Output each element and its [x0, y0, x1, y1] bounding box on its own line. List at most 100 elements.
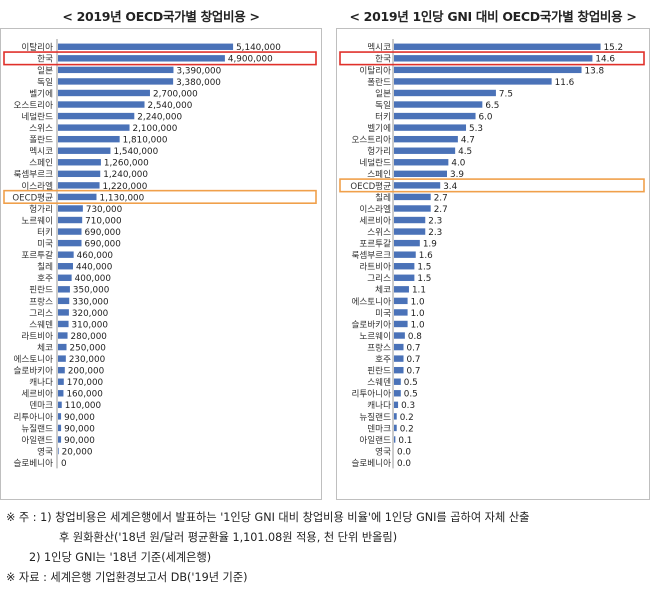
bar — [58, 90, 150, 96]
bar — [58, 332, 68, 338]
footnotes: ※ 주 : 1) 창업비용은 세계은행에서 발표하는 '1인당 GNI 대비 창… — [6, 508, 646, 588]
category-label: 칠레 — [375, 192, 391, 203]
bar — [58, 309, 69, 315]
bar — [394, 275, 414, 281]
bar — [394, 425, 397, 431]
category-label: 네덜란드 — [359, 157, 391, 169]
chart-frame: 이탈리아5,140,000한국4,900,000일본3,390,000독일3,3… — [0, 28, 322, 500]
category-label: 그리스 — [367, 273, 391, 284]
category-label: 세르비아 — [21, 389, 53, 400]
value-label: 1.0 — [411, 320, 425, 330]
category-label: 이탈리아 — [359, 65, 391, 76]
value-label: 1.5 — [417, 263, 431, 273]
bar — [394, 367, 404, 373]
bar — [58, 228, 82, 234]
bar — [394, 240, 420, 246]
bar — [394, 332, 405, 338]
category-label: 아일랜드 — [359, 435, 391, 446]
category-label: 이스라엘 — [359, 204, 391, 215]
bar — [58, 124, 130, 130]
value-label: 13.8 — [585, 66, 605, 76]
value-label: 0.3 — [401, 401, 415, 411]
category-label: 터키 — [37, 227, 53, 238]
category-label: 슬로바키아 — [13, 366, 53, 377]
chart-panel-startup-cost: < 2019년 OECD국가별 창업비용 > 이탈리아5,140,000한국4,… — [0, 0, 322, 500]
value-label: 320,000 — [72, 309, 109, 319]
category-label: 멕시코 — [29, 146, 53, 157]
value-label: 350,000 — [73, 286, 110, 296]
value-label: 14.6 — [595, 55, 615, 65]
category-label: 슬로바키아 — [351, 319, 391, 330]
category-label: 영국 — [375, 446, 391, 457]
bar — [58, 344, 67, 350]
bar — [394, 171, 447, 177]
value-label: 0.7 — [407, 355, 421, 365]
bar — [58, 78, 173, 84]
category-label: 프랑스 — [367, 341, 391, 353]
bar — [394, 413, 397, 419]
value-label: 0.5 — [404, 390, 418, 400]
category-label: 스위스 — [367, 227, 391, 238]
bar — [58, 148, 110, 154]
value-label: 280,000 — [71, 332, 108, 342]
bar — [58, 136, 120, 142]
value-label: 6.5 — [485, 101, 499, 111]
value-label: 0.5 — [404, 378, 418, 388]
bar — [58, 402, 62, 408]
category-label: 포르투갈 — [359, 239, 391, 250]
value-label: 0.8 — [408, 332, 422, 342]
bar — [394, 194, 431, 200]
category-label: 체코 — [375, 285, 391, 296]
value-label: 1,810,000 — [123, 136, 168, 146]
value-label: 0.1 — [398, 436, 412, 446]
value-label: 0.2 — [400, 413, 414, 423]
value-label: 4,900,000 — [228, 55, 273, 65]
note-1-cont: 후 원화환산('18년 원/달러 평균환율 1,101.08원 적용, 천 단위… — [6, 528, 646, 548]
category-label: 스웨덴 — [367, 376, 391, 388]
value-label: 2.7 — [434, 193, 448, 203]
note-1: ※ 주 : 1) 창업비용은 세계은행에서 발표하는 '1인당 GNI 대비 창… — [6, 508, 646, 528]
category-label: 네덜란드 — [21, 110, 53, 122]
category-label: 라트비아 — [359, 262, 391, 273]
value-label: 2,100,000 — [133, 124, 178, 134]
source-note: ※ 자료 : 세계은행 기업환경보고서 DB('19년 기준) — [6, 568, 646, 588]
value-label: 6.0 — [479, 112, 493, 122]
category-label: 노르웨이 — [359, 330, 391, 342]
category-label: 벨기에 — [29, 88, 53, 99]
value-label: 160,000 — [66, 390, 103, 400]
value-label: 20,000 — [62, 447, 93, 457]
bar — [58, 298, 69, 304]
bar — [394, 344, 404, 350]
category-label: 덴마크 — [29, 400, 53, 411]
bar — [58, 182, 100, 188]
value-label: 0.2 — [400, 424, 414, 434]
value-label: 3,380,000 — [176, 78, 221, 88]
value-label: 3,390,000 — [176, 66, 221, 76]
value-label: 1.5 — [417, 274, 431, 284]
value-label: 0.7 — [407, 367, 421, 377]
bar — [394, 136, 458, 142]
bar — [58, 413, 61, 419]
bar — [394, 67, 582, 73]
category-label: 에스토니아 — [13, 354, 53, 365]
bar — [58, 321, 69, 327]
category-label: 일본 — [375, 88, 391, 99]
bar — [394, 101, 482, 107]
category-label: 스웨덴 — [29, 318, 53, 330]
value-label: 2.7 — [434, 205, 448, 215]
category-label: 헝가리 — [367, 146, 391, 157]
bar — [58, 286, 70, 292]
chart-frame: 멕시코15.2한국14.6이탈리아13.8폴란드11.6일본7.5독일6.5터키… — [336, 28, 650, 500]
chart-title: < 2019년 OECD국가별 창업비용 > — [0, 6, 322, 25]
bar — [394, 321, 408, 327]
bar — [58, 194, 96, 200]
value-label: 3.4 — [443, 182, 457, 192]
bar — [394, 251, 416, 257]
category-label: 미국 — [37, 239, 53, 250]
value-label: 90,000 — [64, 436, 95, 446]
bar — [58, 367, 65, 373]
bar — [58, 159, 101, 165]
bar — [58, 425, 61, 431]
bar — [394, 263, 414, 269]
bar — [58, 275, 72, 281]
